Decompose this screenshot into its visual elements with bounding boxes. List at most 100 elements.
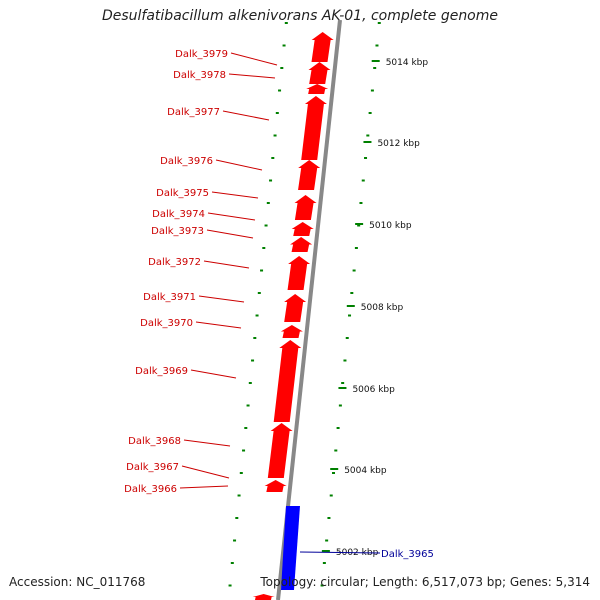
inner-scale-tick (278, 89, 282, 92)
reverse-gene-bar (281, 506, 300, 590)
outer-scale-tick (357, 224, 361, 227)
gene-leader-line (198, 295, 245, 303)
scale-major-tick (330, 468, 339, 470)
inner-scale-tick (264, 224, 268, 227)
outer-scale-tick (341, 382, 345, 384)
scale-label: 5004 kbp (344, 466, 387, 476)
forward-gene-arrow (280, 325, 303, 338)
inner-scale-tick (271, 157, 275, 159)
scale-major-tick (338, 387, 347, 389)
gene-leader-line (181, 465, 230, 479)
gene-leader-line (215, 159, 263, 171)
outer-scale-tick (336, 427, 340, 429)
forward-gene-arrow (306, 84, 329, 94)
gene-label: Dalk_3973 (151, 226, 204, 237)
inner-scale-tick (248, 382, 252, 384)
scale-major-tick (363, 141, 372, 143)
scale-label: 5014 kbp (386, 58, 429, 68)
genome-stats-text: Topology: circular; Length: 6,517,073 bp… (260, 575, 590, 589)
inner-scale-tick (275, 112, 279, 114)
outer-scale-tick (338, 404, 342, 407)
gene-leader-line (207, 212, 256, 221)
gene-label: Dalk_3965 (381, 549, 434, 560)
gene-label: Dalk_3979 (175, 49, 228, 60)
genome-backbone (276, 19, 342, 600)
scale-label: 5010 kbp (369, 221, 412, 231)
inner-scale-tick (262, 247, 266, 249)
gene-label: Dalk_3969 (135, 366, 188, 377)
gene-leader-line (211, 191, 259, 199)
scale-label: 5006 kbp (352, 385, 395, 395)
outer-scale-tick (327, 517, 331, 519)
inner-scale-tick (260, 269, 264, 272)
outer-scale-tick (322, 562, 326, 564)
inner-scale-tick (237, 494, 241, 497)
outer-scale-tick (352, 269, 356, 272)
outer-scale-tick (343, 359, 347, 362)
gene-label: Dalk_3978 (173, 70, 226, 81)
outer-scale-tick (377, 22, 381, 24)
gene-label: Dalk_3971 (143, 292, 196, 303)
forward-gene-arrow (294, 195, 317, 220)
outer-scale-tick (345, 337, 349, 339)
outer-scale-tick (325, 539, 329, 542)
scale-major-tick (371, 60, 380, 62)
forward-gene-arrow (308, 62, 331, 84)
gene-label: Dalk_3975 (156, 188, 209, 199)
gene-leader-line (222, 110, 270, 121)
outer-scale-tick (354, 247, 358, 249)
inner-scale-tick (284, 22, 288, 24)
outer-scale-tick (375, 44, 379, 47)
outer-scale-tick (329, 494, 333, 497)
outer-scale-tick (334, 449, 338, 452)
outer-scale-tick (348, 314, 352, 317)
inner-scale-tick (257, 292, 261, 294)
outer-scale-tick (350, 292, 354, 294)
inner-scale-tick (239, 472, 243, 474)
forward-gene-arrow (264, 480, 287, 492)
inner-scale-tick (242, 449, 246, 452)
inner-scale-tick (251, 359, 255, 362)
inner-scale-tick (230, 562, 234, 564)
gene-label: Dalk_3966 (124, 484, 177, 495)
gene-leader-line (206, 229, 254, 239)
gene-leader-line (299, 551, 381, 554)
scale-major-tick (355, 223, 364, 225)
gene-leader-line (228, 73, 276, 79)
scale-label: 5008 kbp (361, 303, 404, 313)
gene-label: Dalk_3974 (152, 209, 205, 220)
gene-leader-line (195, 321, 242, 329)
scale-major-tick (321, 550, 330, 552)
scale-major-tick (346, 305, 355, 307)
forward-gene-arrow (284, 294, 307, 322)
inner-scale-tick (269, 179, 273, 182)
forward-gene-arrow (267, 423, 293, 478)
inner-scale-tick (233, 539, 237, 542)
gene-label: Dalk_3967 (126, 462, 179, 473)
gene-label: Dalk_3977 (167, 107, 220, 118)
inner-scale-tick (282, 44, 286, 47)
inner-scale-tick (228, 584, 232, 587)
forward-gene-arrow (290, 237, 313, 252)
forward-gene-arrow (301, 96, 327, 160)
outer-scale-tick (364, 157, 368, 159)
outer-scale-tick (366, 134, 370, 137)
forward-gene-arrow (252, 594, 275, 600)
scale-label: 5012 kbp (377, 139, 420, 149)
outer-scale-tick (370, 89, 374, 92)
forward-gene-arrow (298, 160, 321, 190)
gene-label: Dalk_3970 (140, 318, 193, 329)
inner-scale-tick (255, 314, 259, 317)
map-title: Desulfatibacillum alkenivorans AK-01, co… (101, 8, 499, 24)
forward-gene-arrow (273, 340, 302, 422)
gene-leader-line (190, 369, 237, 379)
gene-label: Dalk_3976 (160, 156, 213, 167)
outer-scale-tick (361, 179, 365, 182)
inner-scale-tick (280, 67, 284, 69)
outer-scale-tick (359, 202, 363, 204)
inner-scale-tick (253, 337, 257, 339)
gene-leader-line (179, 485, 229, 489)
outer-scale-tick (373, 67, 377, 69)
gene-label: Dalk_3968 (128, 436, 181, 447)
